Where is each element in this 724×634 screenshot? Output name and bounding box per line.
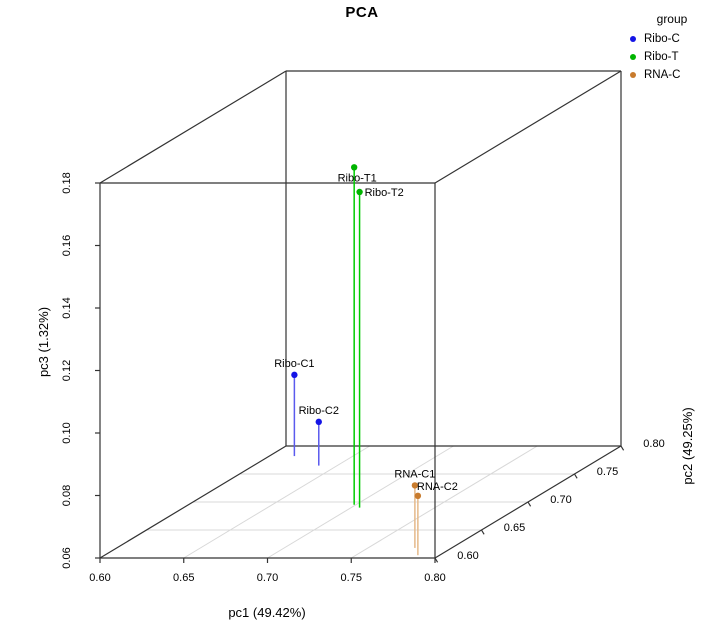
y-axis-tick — [620, 445, 625, 451]
y-tick-label: 0.60 — [457, 550, 478, 562]
y-axis-tick — [527, 501, 532, 507]
legend-color-dot-icon — [630, 72, 636, 78]
legend-items: Ribo-C Ribo-T RNA-C — [621, 30, 723, 84]
legend-item-label: RNA-C — [644, 69, 681, 81]
legend-color-dot-icon — [630, 36, 636, 42]
x-tick-label: 0.65 — [173, 572, 194, 584]
box-edge — [99, 70, 287, 184]
y-axis-label: pc2 (49.25%) — [680, 407, 695, 484]
point-ribo-t2 — [356, 188, 363, 196]
z-tick-label: 0.16 — [61, 235, 73, 256]
z-tick-label: 0.18 — [61, 172, 73, 193]
y-axis-tick — [480, 529, 485, 535]
y-tick-label: 0.65 — [504, 522, 525, 534]
x-tick-label: 0.60 — [89, 572, 110, 584]
x-tick-label: 0.80 — [424, 572, 445, 584]
legend-item-label: Ribo-T — [644, 51, 679, 63]
box-edge — [434, 70, 622, 184]
legend-item-rna-c: RNA-C — [621, 66, 723, 84]
z-tick-label: 0.14 — [61, 297, 73, 318]
point-label-ribo-c2: Ribo-C2 — [299, 405, 339, 417]
point-rna-c1 — [411, 482, 419, 489]
point-ribo-c1 — [291, 371, 298, 379]
point-label-rna-c1: RNA-C1 — [394, 468, 435, 480]
y-axis-tick — [573, 473, 578, 479]
box-edge — [99, 445, 287, 559]
y-tick-label: 0.80 — [643, 438, 664, 450]
legend-item-ribo-t: Ribo-T — [621, 48, 723, 66]
z-tick-label: 0.06 — [61, 547, 73, 568]
z-tick-label: 0.10 — [61, 422, 73, 443]
legend-color-dot-icon — [630, 54, 636, 60]
point-ribo-c2 — [315, 418, 322, 426]
point-label-ribo-t1: Ribo-T1 — [338, 172, 377, 184]
point-ribo-t1 — [350, 164, 358, 171]
z-tick-label: 0.08 — [61, 485, 73, 506]
point-label-ribo-c1: Ribo-C1 — [274, 358, 314, 370]
point-rna-c2 — [414, 492, 422, 500]
x-tick-label: 0.75 — [341, 572, 362, 584]
point-label-ribo-t2: Ribo-T2 — [365, 187, 404, 199]
y-axis-tick — [434, 557, 439, 563]
z-axis-label: pc3 (1.32%) — [36, 307, 51, 377]
x-tick-label: 0.70 — [257, 572, 278, 584]
x-axis-label: pc1 (49.42%) — [228, 605, 305, 620]
y-tick-label: 0.70 — [550, 494, 571, 506]
chart-title: PCA — [345, 4, 379, 21]
legend: group Ribo-C Ribo-T RNA-C — [621, 8, 723, 84]
point-label-rna-c2: RNA-C2 — [417, 481, 458, 493]
legend-item-ribo-c: Ribo-C — [621, 30, 723, 48]
legend-title: group — [656, 12, 688, 26]
z-tick-label: 0.12 — [61, 360, 73, 381]
legend-item-label: Ribo-C — [644, 33, 680, 45]
y-tick-label: 0.75 — [597, 466, 618, 478]
